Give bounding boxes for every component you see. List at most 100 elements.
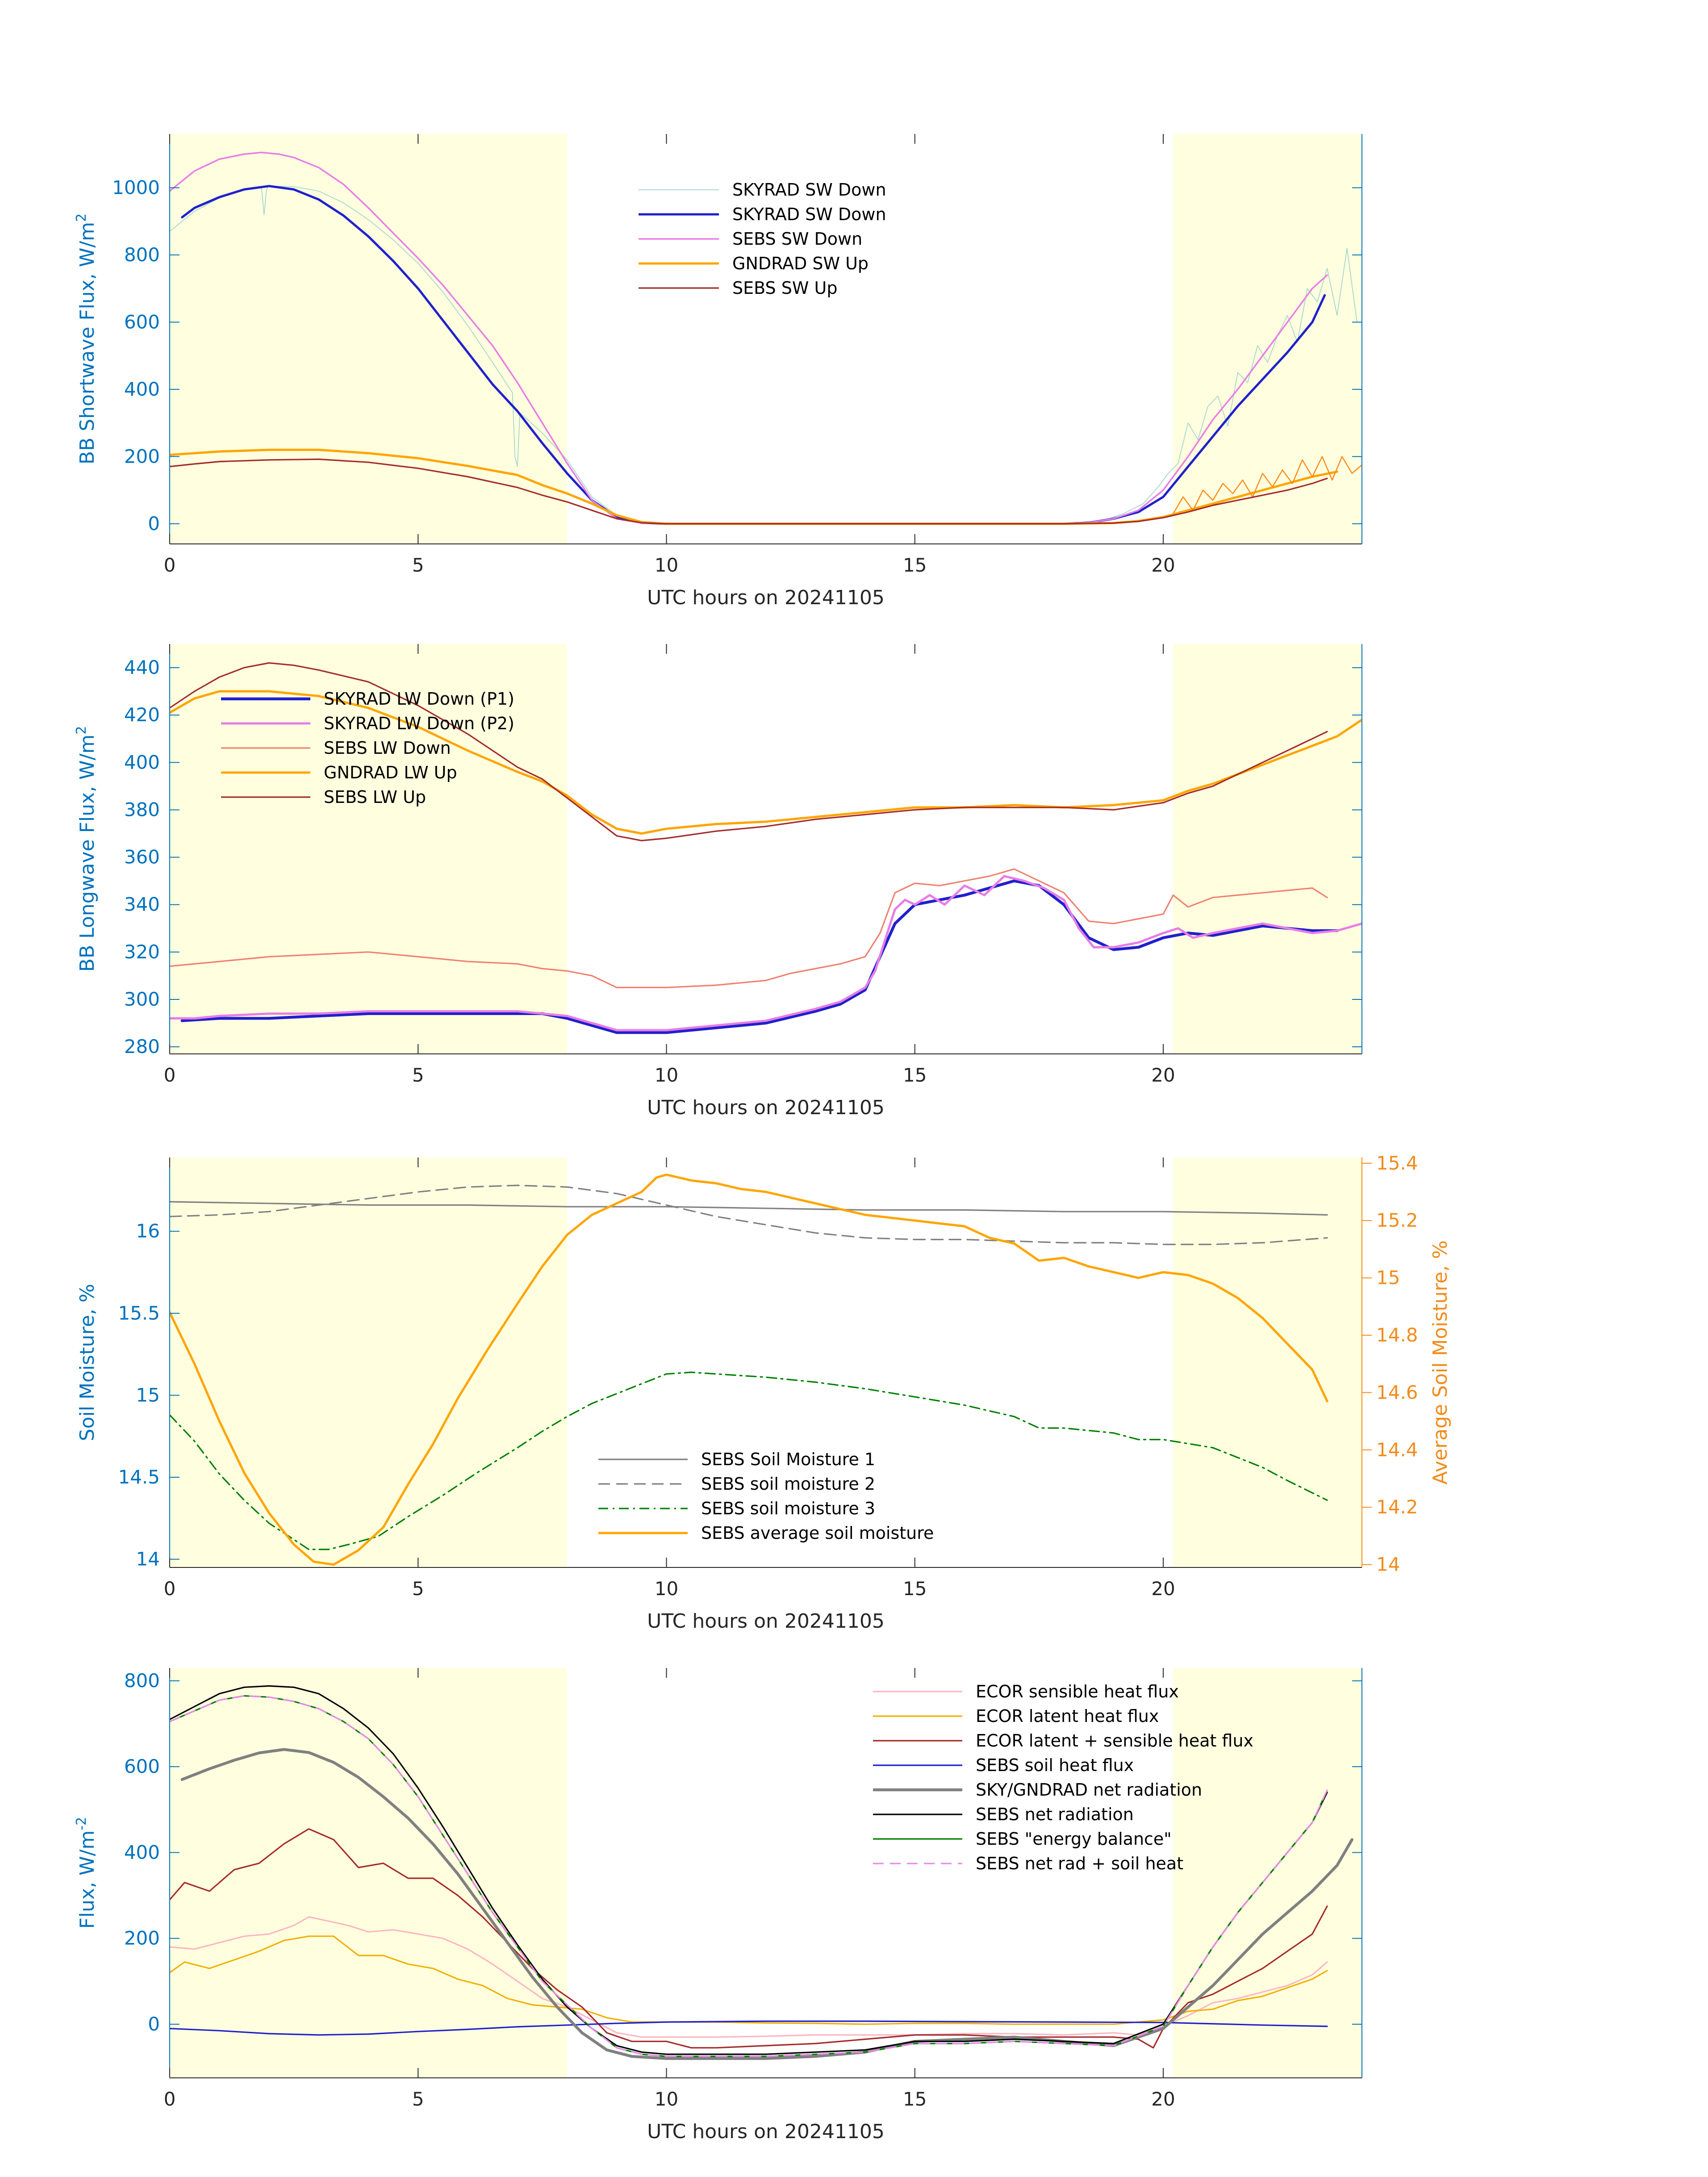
legend-label: ECOR latent heat flux <box>976 1706 1159 1726</box>
series-line-4 <box>170 2020 1328 2036</box>
x-tick-label: 10 <box>655 1578 678 1600</box>
longwave-flux-chart: 0 5 10 15 20 280 300 320 340 360 380 400 420 440 UTC h… <box>74 644 1362 1119</box>
x-tick-label: 15 <box>903 554 927 576</box>
legend-label: GNDRAD LW Up <box>324 763 457 782</box>
legend-label: SKY/GNDRAD net radiation <box>976 1780 1202 1800</box>
x-axis-label: UTC hours on 20241105 <box>647 1096 885 1119</box>
y-tick-label: 0 <box>148 513 160 535</box>
y-tick-label: 800 <box>124 244 160 266</box>
legend: ECOR sensible heat flux ECOR latent heat … <box>873 1682 1253 1873</box>
y-tick-label: 14 <box>136 1548 160 1570</box>
x-tick-label: 20 <box>1151 1578 1175 1600</box>
x-tick-label: 5 <box>412 1578 424 1600</box>
x-tick-label: 10 <box>655 554 678 576</box>
y-tick-label: 14.5 <box>118 1466 160 1488</box>
legend-label: SKYRAD LW Down (P2) <box>324 714 514 733</box>
y-tick-label: 440 <box>124 656 160 678</box>
shaded-interval-1 <box>170 1668 567 2078</box>
shaded-interval-2 <box>1173 134 1362 544</box>
legend-label: SEBS LW Up <box>324 787 426 807</box>
legend-label: ECOR sensible heat flux <box>976 1682 1179 1701</box>
x-axis-label: UTC hours on 20241105 <box>647 2120 885 2143</box>
y-tick-label: 600 <box>124 311 160 333</box>
legend-label: GNDRAD SW Up <box>732 254 869 273</box>
legend-label: SEBS average soil moisture <box>701 1523 934 1543</box>
y-tick-label-right: 14.2 <box>1376 1496 1418 1518</box>
y-tick-label-right: 14.4 <box>1376 1439 1418 1461</box>
x-tick-label: 5 <box>412 554 424 576</box>
soil-moisture-chart: 0 5 10 15 20 14 14.5 15 15.5 16 14 14.2 14.4 14.6 14.8… <box>76 1152 1452 1633</box>
series-line-3 <box>170 868 1328 988</box>
y-tick-label: 400 <box>124 751 160 773</box>
y-tick-label: 360 <box>124 846 160 868</box>
legend-label: ECOR latent + sensible heat flux <box>976 1731 1253 1751</box>
y-axis-label: Soil Moisture, % <box>76 1284 99 1441</box>
x-tick-label: 0 <box>164 1578 176 1600</box>
legend-label: SEBS soil heat flux <box>976 1755 1134 1775</box>
y-tick-label: 380 <box>124 798 160 820</box>
x-tick-label: 15 <box>903 1064 927 1086</box>
y-tick-label-right: 14 <box>1376 1554 1400 1575</box>
legend-label: SEBS LW Down <box>324 738 451 758</box>
x-tick-label: 20 <box>1151 1064 1175 1086</box>
y-tick-label: 800 <box>124 1670 160 1692</box>
y-tick-label: 320 <box>124 941 160 963</box>
y-tick-label: 16 <box>136 1220 160 1242</box>
x-tick-label: 0 <box>164 2088 176 2110</box>
x-tick-label: 5 <box>412 1064 424 1086</box>
legend-label: SEBS net rad + soil heat <box>976 1854 1183 1873</box>
y-tick-label: 200 <box>124 445 160 467</box>
shaded-interval-1 <box>170 1157 567 1567</box>
series-line-5 <box>170 662 1328 842</box>
y-tick-label: 15 <box>136 1384 160 1406</box>
x-tick-label: 15 <box>903 2088 927 2110</box>
x-tick-label: 10 <box>655 2088 678 2110</box>
series-line-1 <box>170 1201 1328 1216</box>
legend-label: SEBS soil moisture 2 <box>701 1474 875 1494</box>
legend-label: SEBS SW Down <box>732 229 862 249</box>
series-line-6 <box>170 458 1328 525</box>
legend-label: SEBS net radiation <box>976 1805 1134 1824</box>
legend-label: SKYRAD LW Down (P1) <box>324 689 514 709</box>
legend: SKYRAD LW Down (P1) SKYRAD LW Down (P2) SE… <box>221 689 514 807</box>
y-tick-label-right: 14.8 <box>1376 1324 1418 1346</box>
shaded-interval-1 <box>170 644 567 1054</box>
x-tick-label: 20 <box>1151 554 1175 576</box>
series-line-5 <box>1173 456 1362 514</box>
y-tick-label: 0 <box>148 2013 160 2035</box>
x-tick-label: 0 <box>164 554 176 576</box>
x-axis-label: UTC hours on 20241105 <box>647 586 885 609</box>
x-tick-label: 20 <box>1151 2088 1175 2110</box>
series-line-2 <box>170 1935 1328 2025</box>
x-tick-label: 5 <box>412 2088 424 2110</box>
y-axis-label-right: Average Soil Moisture, % <box>1429 1240 1452 1484</box>
shaded-interval-1 <box>170 134 567 544</box>
shaded-interval-2 <box>1173 1157 1362 1567</box>
y-axis-label: BB Longwave Flux, W/m2 <box>74 726 99 972</box>
legend-label: SEBS Soil Moisture 1 <box>701 1450 875 1469</box>
series-line-3 <box>170 1371 1328 1550</box>
legend: SKYRAD SW Down SKYRAD SW Down SEBS SW Down… <box>639 180 886 298</box>
legend: SEBS Soil Moisture 1 SEBS soil moisture 2… <box>598 1450 934 1543</box>
y-tick-label: 400 <box>124 1841 160 1863</box>
series-line-4 <box>170 1173 1328 1566</box>
series-line-3 <box>170 151 1328 525</box>
series-line-1 <box>170 1916 1328 2038</box>
y-tick-label: 280 <box>124 1036 160 1057</box>
legend-label: SEBS SW Up <box>732 278 837 298</box>
legend-label: SKYRAD SW Down <box>732 180 886 200</box>
shaded-interval-2 <box>1173 1668 1362 2078</box>
x-axis-label: UTC hours on 20241105 <box>647 1610 885 1633</box>
y-tick-label: 1000 <box>112 176 160 198</box>
y-tick-label: 600 <box>124 1755 160 1777</box>
y-tick-label: 15.5 <box>118 1302 160 1324</box>
legend-label: SEBS "energy balance" <box>976 1829 1172 1849</box>
y-tick-label-right: 15.2 <box>1376 1209 1418 1231</box>
y-tick-label: 340 <box>124 894 160 915</box>
y-axis-label: Flux, W/m-2 <box>74 1817 99 1929</box>
y-tick-label: 300 <box>124 988 160 1010</box>
x-tick-label: 0 <box>164 1064 176 1086</box>
